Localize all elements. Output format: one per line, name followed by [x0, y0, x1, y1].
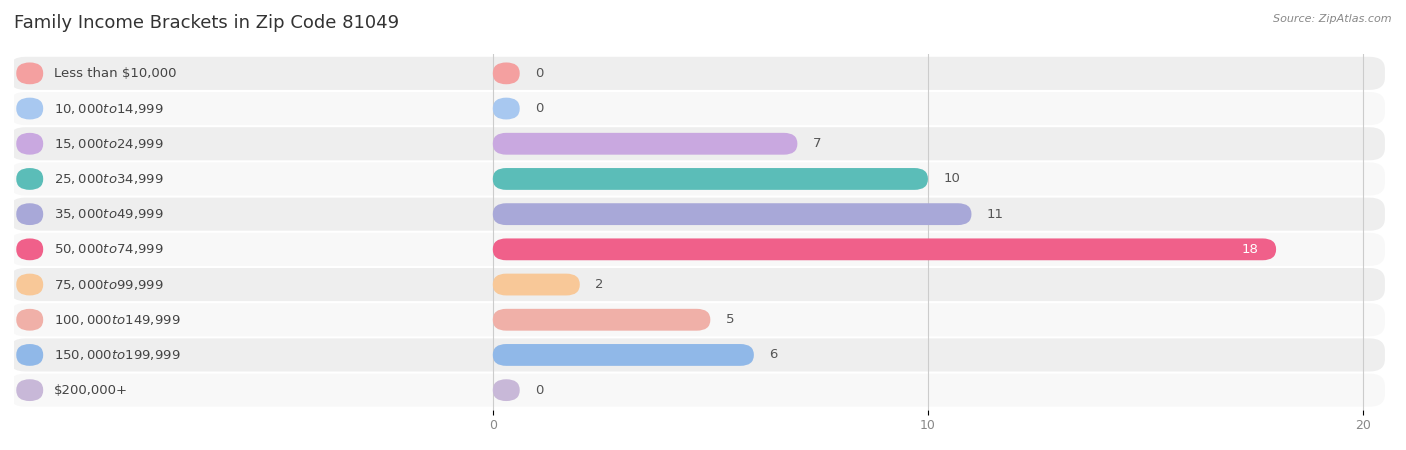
Text: $50,000 to $74,999: $50,000 to $74,999 — [53, 243, 163, 256]
Text: $75,000 to $99,999: $75,000 to $99,999 — [53, 278, 163, 292]
Text: 11: 11 — [987, 207, 1004, 220]
FancyBboxPatch shape — [492, 309, 710, 331]
FancyBboxPatch shape — [492, 98, 520, 119]
FancyBboxPatch shape — [10, 127, 1385, 160]
FancyBboxPatch shape — [492, 379, 520, 401]
Text: 0: 0 — [536, 384, 543, 396]
FancyBboxPatch shape — [17, 238, 44, 260]
FancyBboxPatch shape — [17, 344, 44, 366]
FancyBboxPatch shape — [10, 338, 1385, 372]
FancyBboxPatch shape — [492, 63, 520, 84]
FancyBboxPatch shape — [10, 92, 1385, 125]
Text: 6: 6 — [769, 348, 778, 361]
Text: $15,000 to $24,999: $15,000 to $24,999 — [53, 137, 163, 151]
FancyBboxPatch shape — [10, 374, 1385, 407]
Text: $10,000 to $14,999: $10,000 to $14,999 — [53, 102, 163, 116]
FancyBboxPatch shape — [10, 268, 1385, 301]
Text: 10: 10 — [943, 172, 960, 185]
Text: $100,000 to $149,999: $100,000 to $149,999 — [53, 313, 180, 327]
FancyBboxPatch shape — [492, 344, 754, 366]
FancyBboxPatch shape — [17, 379, 44, 401]
FancyBboxPatch shape — [17, 168, 44, 190]
Text: 5: 5 — [725, 313, 734, 326]
FancyBboxPatch shape — [17, 203, 44, 225]
Text: $25,000 to $34,999: $25,000 to $34,999 — [53, 172, 163, 186]
FancyBboxPatch shape — [17, 274, 44, 296]
FancyBboxPatch shape — [492, 238, 1277, 260]
FancyBboxPatch shape — [17, 133, 44, 155]
FancyBboxPatch shape — [492, 133, 797, 155]
Text: 18: 18 — [1241, 243, 1258, 256]
Text: 7: 7 — [813, 137, 821, 150]
Text: 2: 2 — [595, 278, 603, 291]
Text: 0: 0 — [536, 102, 543, 115]
FancyBboxPatch shape — [10, 57, 1385, 90]
Text: $200,000+: $200,000+ — [53, 384, 128, 396]
FancyBboxPatch shape — [17, 63, 44, 84]
Text: $35,000 to $49,999: $35,000 to $49,999 — [53, 207, 163, 221]
FancyBboxPatch shape — [17, 98, 44, 119]
FancyBboxPatch shape — [10, 233, 1385, 266]
FancyBboxPatch shape — [17, 309, 44, 331]
FancyBboxPatch shape — [10, 162, 1385, 195]
Text: 0: 0 — [536, 67, 543, 80]
FancyBboxPatch shape — [492, 274, 579, 296]
FancyBboxPatch shape — [492, 168, 928, 190]
Text: $150,000 to $199,999: $150,000 to $199,999 — [53, 348, 180, 362]
Text: Less than $10,000: Less than $10,000 — [53, 67, 177, 80]
FancyBboxPatch shape — [10, 198, 1385, 231]
Text: Source: ZipAtlas.com: Source: ZipAtlas.com — [1274, 14, 1392, 23]
Text: Family Income Brackets in Zip Code 81049: Family Income Brackets in Zip Code 81049 — [14, 14, 399, 32]
FancyBboxPatch shape — [10, 303, 1385, 336]
FancyBboxPatch shape — [492, 203, 972, 225]
